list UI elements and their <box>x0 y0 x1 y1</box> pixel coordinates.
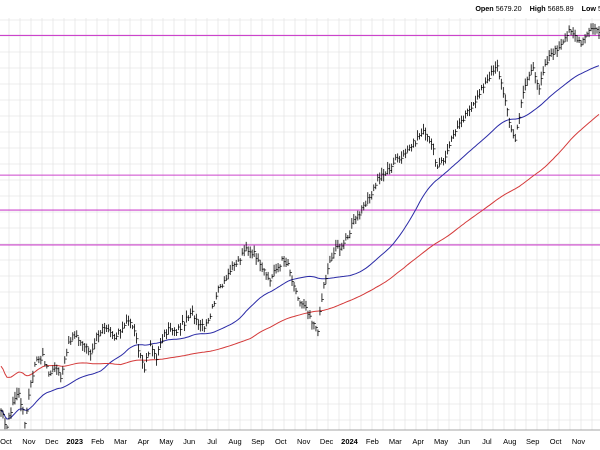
open-label: Open <box>475 4 494 13</box>
x-tick-label: Feb <box>91 437 104 446</box>
x-tick-label: Jul <box>482 437 492 446</box>
x-tick-label: Mar <box>114 437 127 446</box>
moving-average-line <box>0 65 600 420</box>
low-value: 5 <box>598 4 600 13</box>
x-tick-label: Oct <box>550 437 563 446</box>
x-tick-label: Nov <box>22 437 36 446</box>
low-label: Low <box>581 4 596 13</box>
x-tick-label: Apr <box>138 437 150 446</box>
horizontal-levels <box>0 34 600 246</box>
x-tick-label: Sep <box>526 437 539 446</box>
x-tick-label: Dec <box>45 437 59 446</box>
x-tick-label: Apr <box>412 437 424 446</box>
moving-average-line <box>0 114 600 378</box>
x-tick-label: Dec <box>320 437 334 446</box>
x-tick-label: Aug <box>503 437 516 446</box>
x-tick-label: Feb <box>366 437 379 446</box>
x-tick-label: Jul <box>207 437 217 446</box>
x-tick-label: Sep <box>251 437 264 446</box>
x-tick-label: Oct <box>0 437 13 446</box>
x-tick-label: Jun <box>458 437 470 446</box>
x-tick-label: Aug <box>228 437 241 446</box>
chart-grid <box>0 18 600 431</box>
x-tick-label: Nov <box>297 437 311 446</box>
x-tick-label: 2024 <box>341 437 359 446</box>
x-tick-label: Mar <box>389 437 402 446</box>
x-tick-label: May <box>434 437 448 446</box>
x-tick-label: May <box>159 437 173 446</box>
price-bars <box>0 23 600 430</box>
ohlc-stats: Open 5679.20 High 5685.89 Low 5 <box>0 0 600 18</box>
x-tick-label: Nov <box>572 437 586 446</box>
open-value: 5679.20 <box>495 4 522 13</box>
moving-averages <box>0 65 600 420</box>
x-tick-label: Jun <box>183 437 195 446</box>
high-label: High <box>529 4 546 13</box>
x-tick-label: Oct <box>275 437 288 446</box>
high-value: 5685.89 <box>547 4 574 13</box>
x-axis: Oct Nov Dec 2023 Feb Mar Apr May Jun Jul Aug Sep Oct… <box>0 437 585 446</box>
x-tick-label: 2023 <box>66 437 83 446</box>
